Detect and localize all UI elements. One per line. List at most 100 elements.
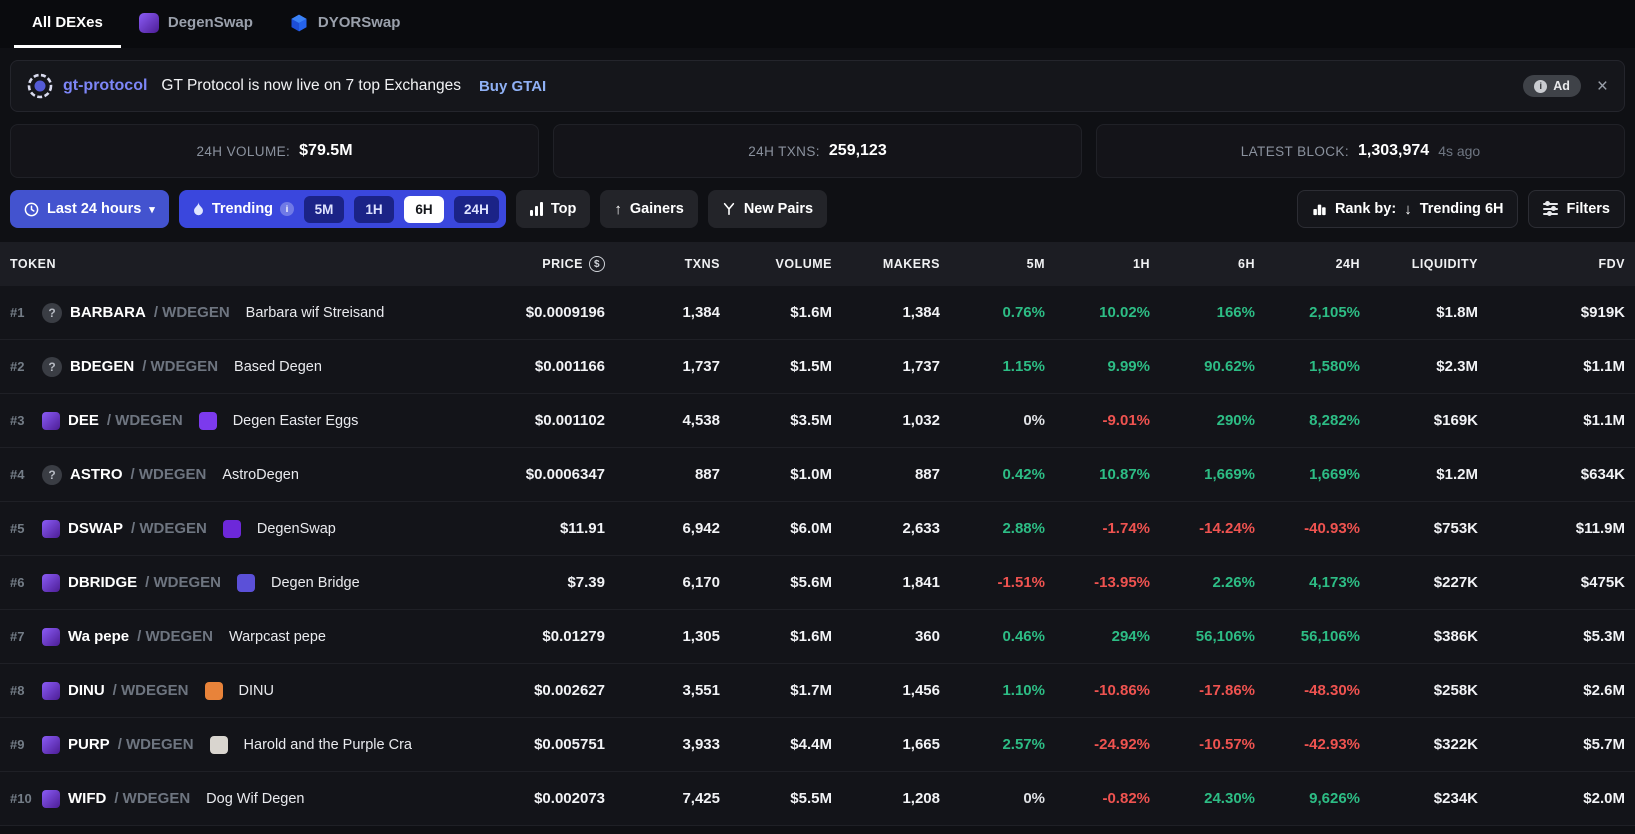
token-name: Warpcast pepe [228, 628, 326, 645]
price-cell: $0.001166 [534, 358, 605, 375]
token-name: Dog Wif Degen [206, 790, 305, 807]
fdv-cell: $1.1M [1583, 412, 1625, 429]
ad-badge[interactable]: i Ad [1523, 75, 1581, 97]
volume-cell: $3.5M [790, 412, 832, 429]
token-icon [42, 789, 60, 808]
txns-cell: 3,551 [682, 682, 720, 699]
change-1h-cell: -24.92% [1094, 736, 1150, 753]
close-icon[interactable]: × [1596, 75, 1608, 97]
rank-icon [1312, 202, 1327, 216]
col-makers[interactable]: MAKERS [882, 257, 940, 271]
trending-group: Trending i 5M 1H 6H 24H [178, 190, 506, 228]
table-row[interactable]: #1? BARBARA / WDEGEN Barbara wif Streisand $… [0, 286, 1635, 340]
time-range-dropdown[interactable]: Last 24 hours ▾ [10, 190, 169, 228]
gainers-button[interactable]: ↑ Gainers [600, 190, 698, 228]
change-6h-cell: -10.57% [1199, 736, 1255, 753]
fdv-cell: $11.9M [1575, 520, 1625, 537]
stats-row: 24H VOLUME: $79.5M 24H TXNS: 259,123 LAT… [10, 124, 1625, 178]
tab-all-dexes[interactable]: All DEXes [14, 0, 121, 48]
change-24h-cell: 8,282% [1309, 412, 1360, 429]
col-fdv[interactable]: FDV [1598, 257, 1625, 271]
txns-cell: 6,942 [682, 520, 720, 537]
token-rank: #6 [10, 575, 25, 590]
token-pair: / WDEGEN [130, 466, 207, 483]
table-row[interactable]: #4? ASTRO / WDEGEN AstroDegen $0.0006347 887 $… [0, 448, 1635, 502]
token-name: DINU [238, 682, 274, 699]
makers-cell: 360 [914, 628, 940, 645]
change-6h-cell: 2.26% [1212, 574, 1255, 591]
clock-icon [24, 202, 39, 217]
col-24h[interactable]: 24H [1335, 257, 1360, 271]
makers-cell: 1,456 [902, 682, 940, 699]
price-cell: $0.0006347 [525, 466, 605, 483]
new-pairs-button[interactable]: New Pairs [707, 190, 828, 228]
fdv-cell: $2.0M [1583, 790, 1625, 807]
table-row[interactable]: #3 DEE / WDEGEN Degen Easter Eggs $0.001102 4… [0, 394, 1635, 448]
col-price[interactable]: PRICE $ [460, 256, 605, 272]
tab-degenswap[interactable]: DegenSwap [121, 0, 271, 48]
change-6h-cell: 90.62% [1204, 358, 1255, 375]
tab-dyorswap[interactable]: DYORSwap [271, 0, 419, 48]
table-row[interactable]: #9 PURP / WDEGEN Harold and the Purple Cra $… [0, 718, 1635, 772]
ad-brand[interactable]: gt-protocol [63, 77, 148, 94]
token-cell: #6 DBRIDGE / WDEGEN Degen Bridge [10, 573, 460, 592]
token-symbol: BARBARA [70, 304, 146, 321]
trending-option-1h[interactable]: 1H [354, 195, 395, 223]
price-cell: $0.002627 [534, 682, 605, 699]
pairs-table: TOKEN PRICE $ TXNS VOLUME MAKERS 5M 1H 6… [0, 242, 1635, 826]
col-txns[interactable]: TXNS [684, 257, 720, 271]
txns-cell: 1,737 [682, 358, 720, 375]
table-row[interactable]: #5 DSWAP / WDEGEN DegenSwap $11.91 6,942 $6.0M… [0, 502, 1635, 556]
token-rank: #2 [10, 359, 25, 374]
makers-cell: 1,665 [902, 736, 940, 753]
trending-option-6h[interactable]: 6H [404, 195, 445, 223]
price-cell: $0.001102 [534, 412, 605, 429]
token-icon [42, 681, 60, 700]
tab-degenswap-label: DegenSwap [167, 14, 253, 31]
table-row[interactable]: #7 Wa pepe / WDEGEN Warpcast pepe $0.01279 1,… [0, 610, 1635, 664]
token-icon [42, 519, 60, 538]
col-1h[interactable]: 1H [1133, 257, 1150, 271]
trending-option-5m[interactable]: 5M [304, 195, 345, 223]
chevron-down-icon: ▾ [149, 203, 155, 216]
col-volume[interactable]: VOLUME [775, 257, 832, 271]
table-row[interactable]: #6 DBRIDGE / WDEGEN Degen Bridge $7.39 6,170 $… [0, 556, 1635, 610]
txns-cell: 6,170 [682, 574, 720, 591]
token-name: Harold and the Purple Cra [243, 736, 412, 753]
trending-info-icon[interactable]: i [280, 202, 295, 216]
token-pair: / WDEGEN [117, 736, 194, 753]
makers-cell: 1,384 [902, 304, 940, 321]
price-cell: $0.005751 [534, 736, 605, 753]
unknown-token-icon: ? [42, 464, 62, 485]
token-cell: #1? BARBARA / WDEGEN Barbara wif Streisand [10, 302, 460, 323]
fdv-cell: $1.1M [1583, 358, 1625, 375]
token-symbol: WIFD [68, 790, 107, 807]
top-button[interactable]: Top [515, 190, 591, 228]
col-5m[interactable]: 5M [1026, 257, 1045, 271]
token-name-icon [237, 573, 256, 592]
token-cell: #5 DSWAP / WDEGEN DegenSwap [10, 519, 460, 538]
buy-gtai-link[interactable]: Buy GTAI [478, 77, 547, 95]
change-24h-cell: 9,626% [1309, 790, 1360, 807]
table-row[interactable]: #10 WIFD / WDEGEN Dog Wif Degen $0.002073 7,4… [0, 772, 1635, 826]
rank-by-button[interactable]: Rank by: ↓ Trending 6H [1296, 190, 1519, 228]
col-liquidity[interactable]: LIQUIDITY [1411, 257, 1478, 271]
token-cell: #3 DEE / WDEGEN Degen Easter Eggs [10, 411, 460, 430]
sliders-icon [1543, 201, 1559, 216]
token-symbol: DBRIDGE [68, 574, 138, 591]
liquidity-cell: $1.2M [1436, 466, 1478, 483]
token-pair: / WDEGEN [137, 628, 213, 645]
token-rank: #1 [10, 305, 25, 320]
table-row[interactable]: #8 DINU / WDEGEN DINU $0.002627 3,551 $1.7M 1,4… [0, 664, 1635, 718]
token-cell: #8 DINU / WDEGEN DINU [10, 681, 460, 700]
token-pair: / WDEGEN [112, 682, 189, 699]
change-6h-cell: -17.86% [1199, 682, 1255, 699]
filters-button[interactable]: Filters [1528, 190, 1625, 228]
col-6h[interactable]: 6H [1238, 257, 1255, 271]
col-token[interactable]: TOKEN [10, 257, 57, 271]
token-rank: #3 [10, 413, 25, 428]
fdv-cell: $919K [1580, 304, 1625, 321]
rank-by-value: Trending 6H [1419, 201, 1504, 217]
table-row[interactable]: #2? BDEGEN / WDEGEN Based Degen $0.001166 1,7… [0, 340, 1635, 394]
trending-option-24h[interactable]: 24H [454, 195, 499, 223]
